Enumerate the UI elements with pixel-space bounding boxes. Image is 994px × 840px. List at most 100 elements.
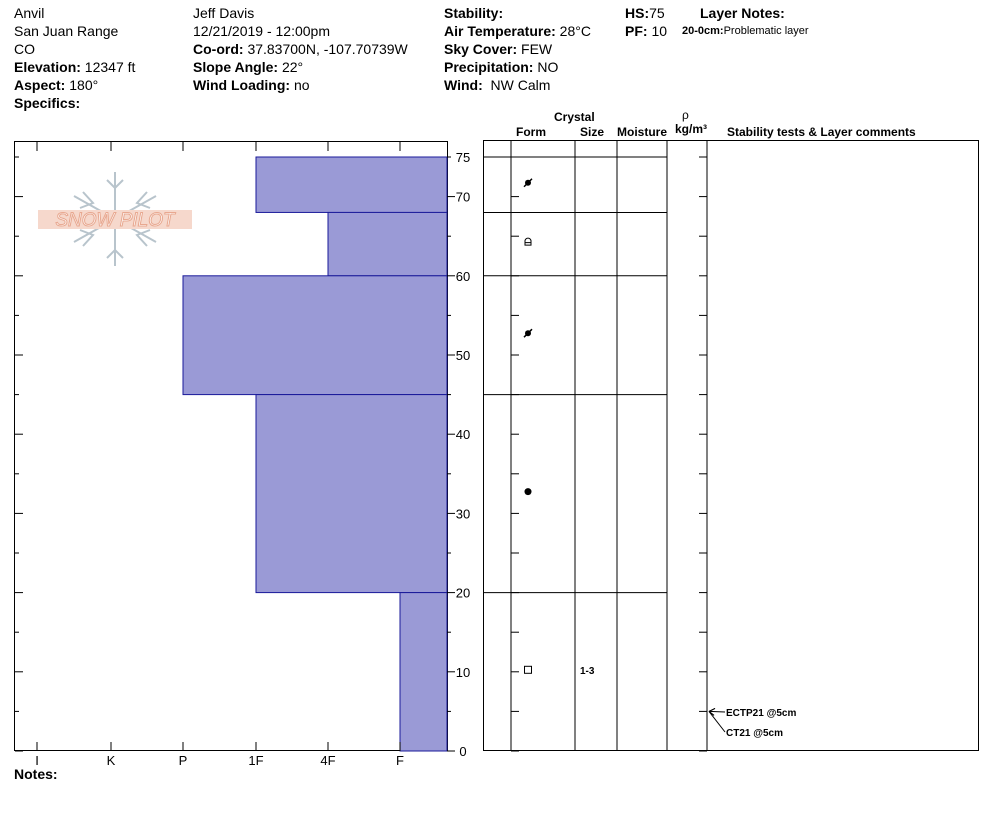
layers-table: 1-3: [484, 141, 708, 751]
notes-label: Notes:: [14, 766, 58, 782]
depth-label-10: 10: [456, 665, 470, 680]
hardness-bar-0: [255, 156, 448, 213]
state-name: CO: [14, 41, 35, 57]
elevation-label: Elevation:: [14, 59, 81, 75]
pf-value: 10: [651, 23, 668, 39]
specifics-label: Specifics:: [14, 95, 81, 111]
depth-axis: 0 10 20 30 40 50 60 70 75: [15, 150, 707, 759]
wind-row: Wind: NW Calm: [444, 76, 591, 94]
grain-form-decomposing-icon: [523, 178, 533, 188]
depth-label-60: 60: [456, 269, 470, 284]
air-temp-row: Air Temperature: 28°C: [444, 22, 591, 40]
wind-loading-value: no: [293, 77, 310, 93]
stability-test-leader-0: [708, 710, 726, 713]
snowpilot-logo: SNOW PILOT: [38, 172, 192, 266]
air-temp-label: Air Temperature:: [444, 23, 556, 39]
pf-label: PF:: [625, 23, 648, 39]
depth-label-40: 40: [456, 427, 470, 442]
crystal-header: Crystal: [554, 110, 595, 124]
specifics-row: Specifics:: [14, 94, 135, 112]
location-name: Anvil: [14, 5, 45, 21]
faceted-grain-square: [524, 665, 532, 674]
precip-value: NO: [537, 59, 559, 75]
stability-tests: ECTP21 @5cm CT21 @5cm: [708, 707, 796, 739]
decomposing-grain-slash: [523, 328, 533, 338]
notes-row: Notes:: [14, 765, 58, 783]
layer-note-row: 20-0cm:Problematic layer: [682, 22, 809, 40]
air-temp-value: 28°C: [559, 23, 591, 39]
stability-test-label-0: ECTP21 @5cm: [726, 708, 796, 719]
rounded-grain-dot: [524, 488, 532, 496]
stability-row: Stability:: [444, 4, 591, 22]
hs-row: HS:75: [625, 4, 667, 22]
precip-row: Precipitation: NO: [444, 58, 591, 76]
observer-name: Jeff Davis: [193, 5, 255, 21]
size-header: Size: [580, 125, 605, 139]
depth-label-0: 0: [459, 744, 466, 759]
precip-label: Precipitation:: [444, 59, 534, 75]
coord-row: Co-ord: 37.83700N, -107.70739W: [193, 40, 408, 58]
aspect-row: Aspect: 180°: [14, 76, 135, 94]
grain-form-rounding-faceted-icon: [524, 237, 532, 246]
form-header: Form: [516, 125, 546, 139]
coord-label: Co-ord:: [193, 41, 244, 57]
decomposing-grain-slash: [523, 178, 533, 188]
wind-value: NW Calm: [490, 77, 551, 93]
grain-form-decomposing-icon: [523, 328, 533, 338]
observation-datetime: 12/21/2019 - 12:00pm: [193, 23, 330, 39]
hardness-label-4f: 4F: [320, 753, 335, 768]
stability-test-arrowhead-1: [708, 707, 716, 716]
stability-label: Stability:: [444, 5, 504, 21]
hardness-label-f: F: [396, 753, 404, 768]
hardness-bars: [182, 156, 448, 752]
layer-note-text: Problematic layer: [723, 25, 809, 37]
stability-test-leader-1: [708, 711, 726, 733]
wind-loading-row: Wind Loading: no: [193, 76, 408, 94]
grain-form-faceted-icon: [524, 665, 532, 674]
slope-label: Slope Angle:: [193, 59, 279, 75]
header-col-location: Anvil San Juan Range CO Elevation: 12347…: [14, 4, 135, 112]
sky-row: Sky Cover: FEW: [444, 40, 591, 58]
layer-note-range: 20-0cm:: [682, 25, 724, 37]
aspect-value: 180°: [69, 77, 99, 93]
layers-table-frame: [483, 140, 979, 751]
moisture-header: Moisture: [617, 125, 668, 139]
depth-label-75: 75: [456, 150, 470, 165]
sky-value: FEW: [521, 41, 553, 57]
slope-value: 22°: [281, 59, 304, 75]
density-symbol: ρ: [682, 108, 689, 122]
depth-label-50: 50: [456, 348, 470, 363]
elevation-value: 12347 ft: [84, 59, 136, 75]
density-unit: kg/m³: [675, 122, 708, 136]
range-name: San Juan Range: [14, 23, 119, 39]
logo-banner: [38, 210, 192, 229]
hardness-bar-3: [255, 394, 448, 594]
rounding-faceted-grain-shape: [524, 237, 532, 246]
depth-label-20: 20: [456, 586, 470, 601]
stability-test-label-1: CT21 @5cm: [726, 728, 783, 739]
header-col-weather: Stability: Air Temperature: 28°C Sky Cov…: [444, 4, 591, 94]
header-col-depth: HS:75 PF: 10: [625, 4, 667, 40]
sky-label: Sky Cover:: [444, 41, 518, 57]
layer-notes-heading: Layer Notes:: [700, 5, 785, 21]
aspect-label: Aspect:: [14, 77, 66, 93]
hardness-label-k: K: [107, 753, 116, 768]
hs-value: 75: [649, 5, 665, 21]
wind-loading-label: Wind Loading:: [193, 77, 291, 93]
hardness-bar-1: [327, 211, 448, 277]
header-col-observer: Jeff Davis 12/21/2019 - 12:00pm Co-ord: …: [193, 4, 408, 94]
depth-label-30: 30: [456, 506, 470, 521]
hardness-label-p: P: [179, 753, 188, 768]
pf-row: PF: 10: [625, 22, 667, 40]
elevation-row: Elevation: 12347 ft: [14, 58, 135, 76]
slope-row: Slope Angle: 22°: [193, 58, 408, 76]
hardness-label-i: I: [35, 753, 39, 768]
hardness-bar-2: [182, 275, 448, 396]
stability-comments-header: Stability tests & Layer comments: [727, 125, 916, 139]
wind-label: Wind:: [444, 77, 483, 93]
coord-value: 37.83700N, -107.70739W: [247, 41, 408, 57]
hardness-bar-4: [399, 592, 448, 752]
hardness-label-1f: 1F: [248, 753, 263, 768]
logo-text: SNOW PILOT: [55, 210, 176, 231]
